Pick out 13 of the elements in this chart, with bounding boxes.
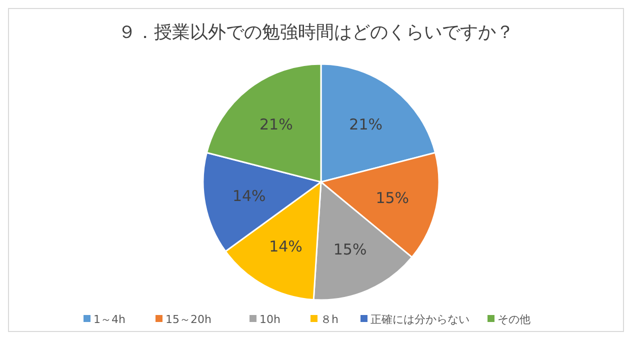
data-label: 21% xyxy=(349,115,383,134)
chart-title: ９．授業以外での勉強時間はどのくらいですか？ xyxy=(118,22,514,43)
data-label: 14% xyxy=(269,237,302,256)
legend-label: その他 xyxy=(498,312,530,326)
legend-label: 正確には分からない xyxy=(370,312,470,326)
legend-label: 15～20h xyxy=(166,312,212,326)
legend-label: 1～4h xyxy=(94,312,126,326)
data-label: 21% xyxy=(259,115,293,134)
legend-label: ８h xyxy=(320,312,338,326)
data-label: 15% xyxy=(376,189,410,208)
data-label: 14% xyxy=(232,186,266,205)
data-label: 15% xyxy=(333,240,367,258)
legend-label: 10h xyxy=(260,312,280,326)
